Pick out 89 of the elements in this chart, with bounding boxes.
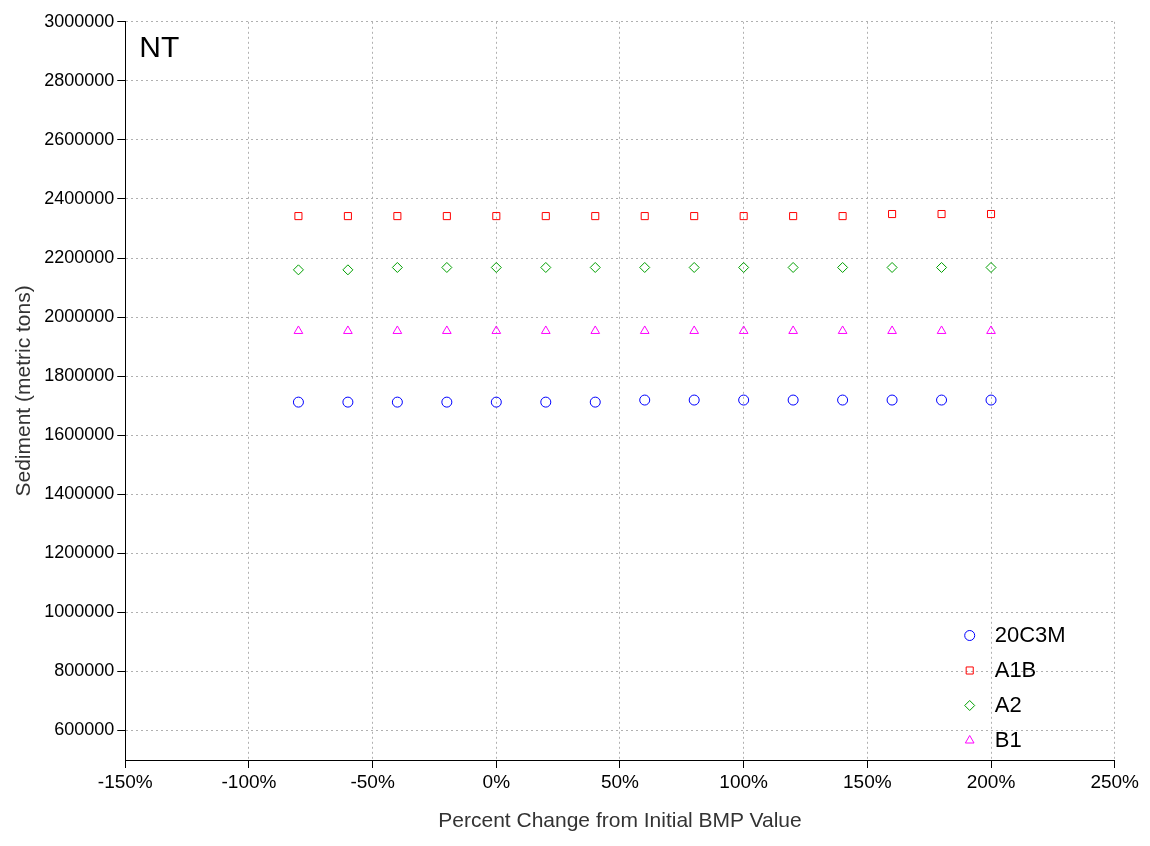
point — [640, 212, 649, 221]
point — [293, 325, 304, 334]
point — [294, 212, 303, 221]
point — [886, 394, 898, 406]
legend-label: 20C3M — [994, 621, 1066, 647]
point — [787, 394, 799, 406]
point — [540, 261, 552, 273]
point — [391, 396, 403, 408]
point — [491, 325, 502, 334]
point — [342, 264, 354, 276]
y-tick-label: 2600000 — [44, 128, 115, 149]
x-tick-label: -150% — [97, 770, 153, 792]
point — [738, 325, 749, 334]
point — [986, 325, 996, 334]
point — [739, 212, 748, 221]
y-tick-label: 2000000 — [44, 306, 115, 327]
point — [738, 261, 750, 273]
point — [986, 209, 996, 219]
point — [392, 325, 403, 334]
point — [292, 264, 304, 276]
point — [738, 394, 750, 406]
point — [589, 261, 601, 273]
x-tick-label: 250% — [1090, 770, 1140, 792]
point — [689, 325, 700, 334]
point — [690, 212, 699, 221]
point — [591, 212, 600, 221]
y-axis-title: Sediment (metric tons) — [11, 285, 35, 497]
x-tick-label: 200% — [966, 770, 1016, 792]
y-tick-label: 1800000 — [44, 365, 115, 386]
point — [985, 261, 997, 273]
point — [441, 261, 453, 273]
annotation: NT — [139, 30, 180, 64]
x-tick-label: 150% — [843, 770, 892, 792]
point — [789, 212, 798, 221]
y-tick-label: 2800000 — [44, 69, 115, 90]
x-tick-label: -50% — [350, 770, 395, 792]
point — [887, 325, 897, 334]
point — [589, 396, 601, 408]
point — [838, 212, 847, 221]
point — [936, 325, 947, 334]
point — [441, 396, 453, 408]
point — [490, 261, 502, 273]
point — [442, 212, 451, 221]
point — [688, 394, 700, 406]
x-tick-label: 50% — [600, 770, 640, 792]
y-tick-label: 600000 — [54, 719, 115, 740]
x-axis-title: Percent Change from Initial BMP Value — [438, 808, 802, 832]
point — [936, 261, 948, 273]
point — [492, 212, 501, 221]
point — [343, 212, 352, 221]
point — [391, 261, 403, 273]
x-tick-label: 0% — [482, 770, 511, 792]
y-tick-label: 800000 — [54, 660, 115, 681]
point — [788, 325, 798, 334]
y-tick-label: 2200000 — [44, 246, 115, 267]
point — [787, 261, 799, 273]
point — [540, 325, 551, 334]
y-tick-label: 1200000 — [44, 542, 115, 563]
point — [688, 261, 700, 273]
y-tick-label: 2400000 — [44, 187, 115, 208]
y-tick-label: 1600000 — [44, 424, 115, 445]
point — [442, 325, 452, 334]
point — [639, 394, 651, 406]
point — [342, 396, 354, 408]
legend-label: A1B — [994, 656, 1037, 682]
point — [292, 396, 304, 408]
y-tick-label: 3000000 — [44, 10, 115, 31]
legend-label: A2 — [994, 691, 1022, 717]
point — [590, 325, 601, 334]
point — [985, 394, 997, 406]
point — [540, 396, 552, 408]
point — [541, 212, 550, 221]
x-tick-label: -100% — [221, 770, 277, 792]
point — [393, 212, 402, 221]
point — [837, 325, 848, 334]
point — [837, 261, 849, 273]
point — [936, 394, 948, 406]
point — [937, 209, 946, 219]
point — [886, 261, 898, 273]
point — [837, 394, 849, 406]
x-tick-label: 100% — [719, 770, 769, 792]
y-tick-label: 1400000 — [44, 483, 115, 504]
point — [888, 209, 897, 219]
point — [639, 261, 651, 273]
y-tick-label: 1000000 — [44, 601, 115, 622]
point — [490, 396, 502, 408]
point — [343, 325, 353, 334]
legend-label: B1 — [994, 726, 1022, 752]
point — [639, 325, 650, 334]
